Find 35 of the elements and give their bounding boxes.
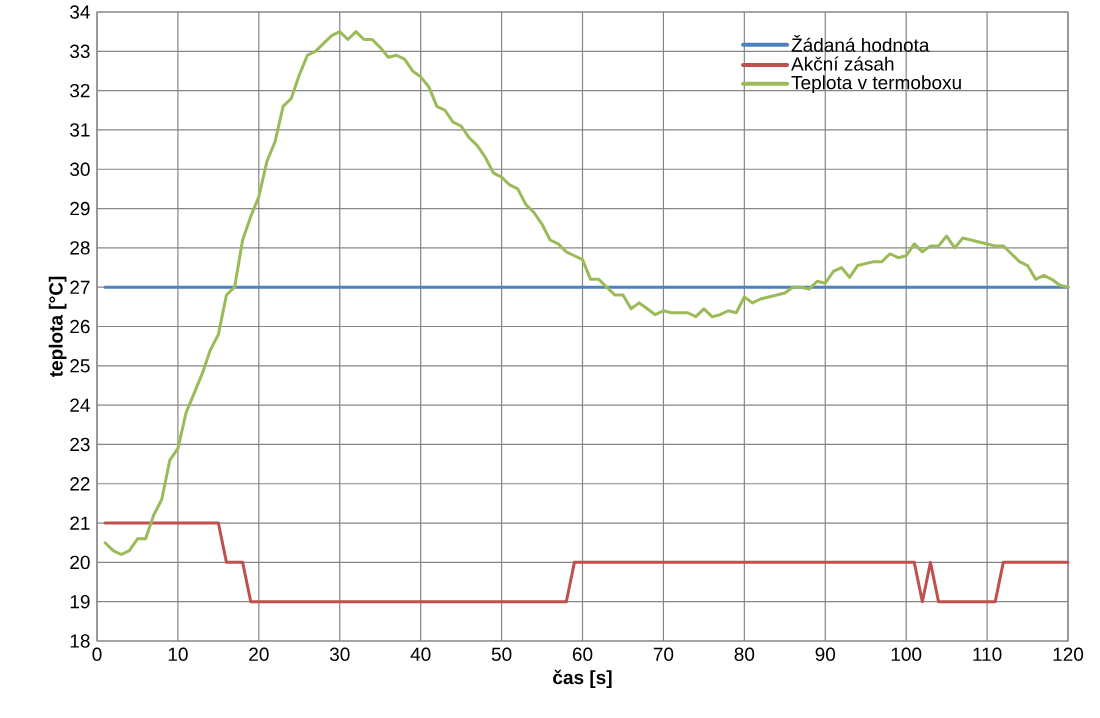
y-tick-label: 33 (70, 44, 90, 59)
y-tick-label: 34 (70, 5, 90, 19)
y-tick-label: 32 (70, 83, 90, 98)
x-tick-label: 30 (329, 647, 350, 661)
y-tick-label: 26 (70, 319, 90, 334)
y-tick-label: 20 (70, 555, 90, 570)
x-tick-label: 110 (973, 647, 1002, 661)
x-tick-label: 60 (572, 647, 593, 661)
y-tick-label: 28 (70, 241, 90, 255)
y-tick-label: 24 (70, 398, 90, 412)
x-tick-label: 80 (734, 647, 755, 661)
legend-label: Žádaná hodnota (791, 35, 930, 52)
x-tick-label: 120 (1053, 647, 1084, 661)
legend-label: Akční zásah (791, 56, 894, 71)
y-tick-label: 19 (70, 594, 90, 609)
y-tick-label: 30 (70, 162, 90, 176)
y-tick-label: 27 (70, 280, 90, 294)
x-tick-label: 70 (653, 647, 674, 661)
y-tick-label: 29 (70, 201, 90, 216)
y-tick-label: 25 (70, 359, 90, 373)
x-tick-label: 50 (491, 647, 512, 661)
legend-label: Teplota v termoboxu (791, 75, 961, 94)
x-tick-label: 10 (168, 647, 188, 661)
x-tick-label: 100 (891, 647, 922, 661)
x-tick-label: 20 (249, 647, 269, 661)
x-axis-title: čas [s] (553, 669, 612, 688)
y-tick-label: 18 (70, 634, 90, 648)
x-tick-label: 90 (815, 647, 836, 661)
x-tick-label: 40 (410, 647, 431, 661)
y-tick-label: 23 (70, 437, 90, 452)
y-tick-label: 21 (70, 516, 90, 530)
x-tick-label: 0 (92, 647, 102, 661)
y-axis-title: teplota [°C] (48, 276, 67, 378)
y-tick-label: 22 (70, 477, 90, 491)
y-tick-label: 31 (70, 123, 90, 137)
